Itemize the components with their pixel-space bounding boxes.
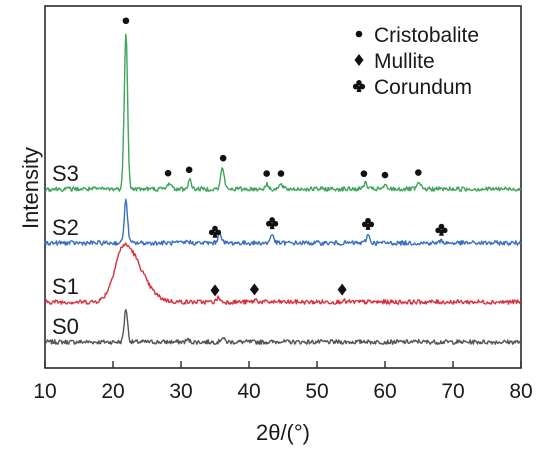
x-tick-label-50: 50 bbox=[305, 380, 328, 403]
peak-marker-S1-diamond-1 bbox=[249, 283, 259, 296]
legend-label-club: Corundum bbox=[374, 76, 472, 99]
legend-label-dot: Cristobalite bbox=[374, 24, 479, 47]
x-tick-label-10: 10 bbox=[33, 380, 56, 403]
x-tick-label-80: 80 bbox=[509, 380, 532, 403]
x-tick-label-30: 30 bbox=[169, 380, 192, 403]
peak-marker-S3-dot-5 bbox=[277, 170, 285, 177]
legend-marker-club bbox=[352, 80, 366, 92]
peak-marker-S2-club-1 bbox=[266, 217, 279, 230]
series-line-S3 bbox=[44, 33, 522, 192]
series-label-S1: S1 bbox=[52, 274, 79, 299]
legend-marker-diamond bbox=[354, 54, 364, 66]
series-line-S2 bbox=[44, 198, 522, 246]
peak-marker-S3-dot-8 bbox=[415, 169, 422, 176]
series-label-S3: S3 bbox=[52, 161, 79, 186]
x-tick-label-70: 70 bbox=[441, 380, 464, 403]
peak-marker-S1-diamond-2 bbox=[337, 283, 347, 296]
series-lines bbox=[44, 33, 522, 345]
peak-marker-S1-diamond-0 bbox=[210, 284, 220, 297]
peak-markers bbox=[122, 17, 448, 297]
peak-marker-S3-dot-1 bbox=[164, 169, 172, 177]
series-label-S2: S2 bbox=[52, 215, 79, 240]
series-labels: S0 S1 S2 S3 bbox=[52, 161, 79, 339]
peak-marker-S3-dot-3 bbox=[219, 154, 227, 162]
x-tick-label-40: 40 bbox=[237, 380, 260, 403]
x-tick-label-20: 20 bbox=[101, 380, 124, 403]
series-line-S0 bbox=[44, 309, 522, 345]
x-tick-label-60: 60 bbox=[373, 380, 396, 403]
peak-marker-S3-dot-6 bbox=[360, 170, 368, 178]
peak-marker-S2-club-3 bbox=[435, 223, 448, 236]
peak-marker-S3-dot-0 bbox=[122, 17, 130, 25]
series-label-S0: S0 bbox=[52, 314, 79, 339]
peak-marker-S3-dot-7 bbox=[381, 171, 389, 179]
plot-frame bbox=[44, 5, 522, 369]
peak-marker-S3-dot-4 bbox=[263, 170, 270, 177]
x-axis-ticks: 10 20 30 40 50 60 70 80 bbox=[33, 361, 533, 403]
legend: Cristobalite Mullite Corundum bbox=[352, 24, 479, 99]
peak-marker-S2-club-2 bbox=[361, 217, 375, 230]
y-axis-label: Intensity bbox=[18, 147, 43, 229]
peak-marker-S3-dot-2 bbox=[185, 166, 193, 174]
peak-marker-S2-club-0 bbox=[208, 225, 222, 238]
legend-marker-dot bbox=[355, 30, 363, 38]
legend-label-diamond: Mullite bbox=[374, 50, 435, 73]
x-axis-label: 2θ/(°) bbox=[256, 420, 310, 445]
series-line-S1 bbox=[44, 242, 522, 305]
